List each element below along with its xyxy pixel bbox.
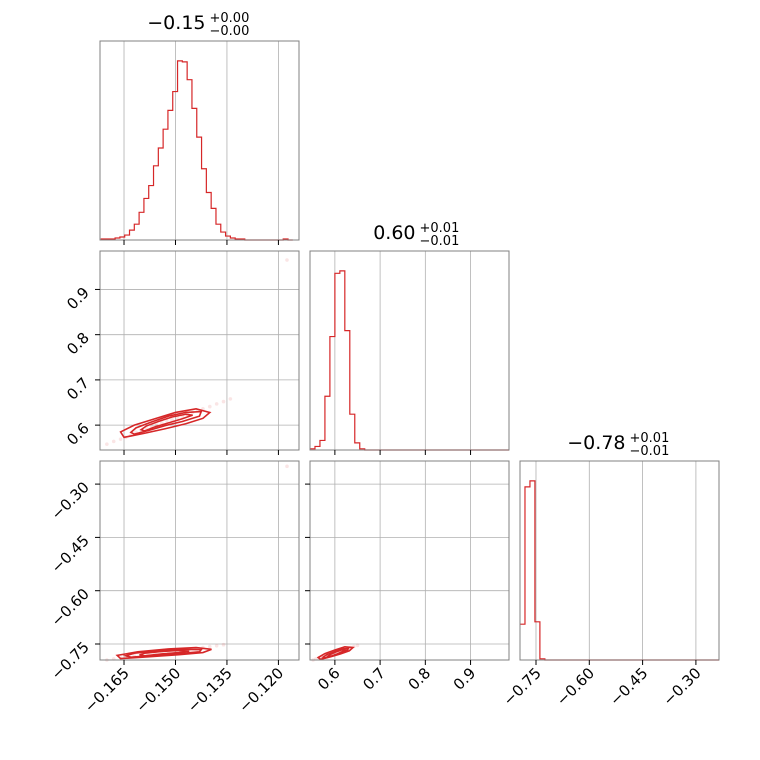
title-lower-error: −0.01 — [420, 234, 460, 249]
x-tick-label: 0.9 — [450, 664, 480, 694]
density-contour — [316, 646, 355, 661]
x-tick-label: −0.60 — [553, 664, 598, 709]
density-contour — [139, 649, 190, 657]
sample-point — [170, 417, 174, 422]
histogram-step-line — [100, 60, 293, 241]
x-tick-label: 0.7 — [359, 664, 389, 694]
sample-point — [207, 644, 212, 649]
sample-point — [285, 258, 289, 262]
panel-frame — [99, 40, 300, 241]
title-lower-error: −0.00 — [210, 24, 250, 39]
sample-point — [118, 437, 123, 441]
x-tick-label: −0.135 — [184, 664, 236, 716]
histogram-panel-0: −0.15 +0.00−0.00 — [99, 11, 300, 245]
panel-frame — [99, 460, 300, 661]
title-upper-error: +0.00 — [210, 11, 250, 26]
y-tick-label: 0.9 — [63, 284, 93, 314]
x-tick-label: −0.120 — [235, 664, 287, 716]
y-tick-label: 0.8 — [63, 329, 93, 359]
scatter-panel-0-2: −0.165 −0.150 −0.135 −0.120 −0.75 −0.60 −0.45 −… — [48, 460, 300, 716]
y-tick-label: 0.7 — [63, 374, 93, 404]
x-tick-label: −0.150 — [132, 664, 184, 716]
sample-point — [105, 442, 109, 446]
x-tick-label: −0.45 — [606, 664, 651, 709]
x-tick-label: −0.165 — [81, 664, 133, 716]
title-lower-error: −0.01 — [630, 444, 670, 459]
sample-point — [221, 642, 226, 647]
density-contour — [122, 648, 203, 658]
x-tick-label: 0.8 — [405, 664, 435, 694]
sample-point — [214, 402, 219, 406]
title-upper-error: +0.01 — [630, 431, 670, 446]
y-tick-label: 0.6 — [63, 419, 93, 449]
sample-point — [355, 643, 360, 648]
density-contour — [115, 646, 212, 660]
panel-frame — [99, 250, 300, 451]
scatter-panel-0-1: 0.6 0.7 0.8 0.9 — [63, 250, 300, 455]
x-tick-label: −0.75 — [500, 664, 545, 709]
sample-point — [228, 397, 233, 401]
histogram-step-line — [520, 480, 719, 661]
panel-frame — [519, 460, 720, 661]
panel-frame — [309, 460, 510, 661]
sample-point — [165, 419, 169, 423]
sample-point — [221, 399, 226, 404]
histogram-step-line — [310, 270, 509, 451]
y-tick-label: −0.60 — [48, 585, 93, 630]
y-tick-label: −0.30 — [48, 478, 93, 523]
density-contour — [129, 410, 203, 436]
y-tick-label: −0.75 — [48, 638, 93, 683]
sample-point — [111, 439, 116, 444]
parameter-title: −0.15 — [147, 12, 205, 34]
y-tick-label: −0.45 — [48, 532, 93, 577]
density-contour — [119, 408, 212, 439]
density-contour — [139, 413, 193, 432]
parameter-title: 0.60 — [373, 222, 415, 244]
scatter-panel-1-2: 0.6 0.7 0.8 0.9 — [305, 460, 510, 694]
sample-point — [285, 464, 289, 469]
sample-point — [207, 404, 212, 409]
x-tick-label: 0.6 — [314, 664, 344, 694]
histogram-panel-1: 0.60 +0.01−0.01 — [309, 221, 510, 455]
sample-point — [214, 643, 219, 648]
parameter-title: −0.78 — [567, 432, 625, 454]
sample-point — [175, 416, 179, 420]
histogram-panel-2: −0.75 −0.60 −0.45 −0.30 −0.78 +0.01−0.01 — [500, 431, 720, 709]
title-upper-error: +0.01 — [420, 221, 460, 236]
sample-point — [159, 421, 164, 425]
panel-frame — [309, 250, 510, 451]
x-tick-label: −0.30 — [659, 664, 704, 709]
